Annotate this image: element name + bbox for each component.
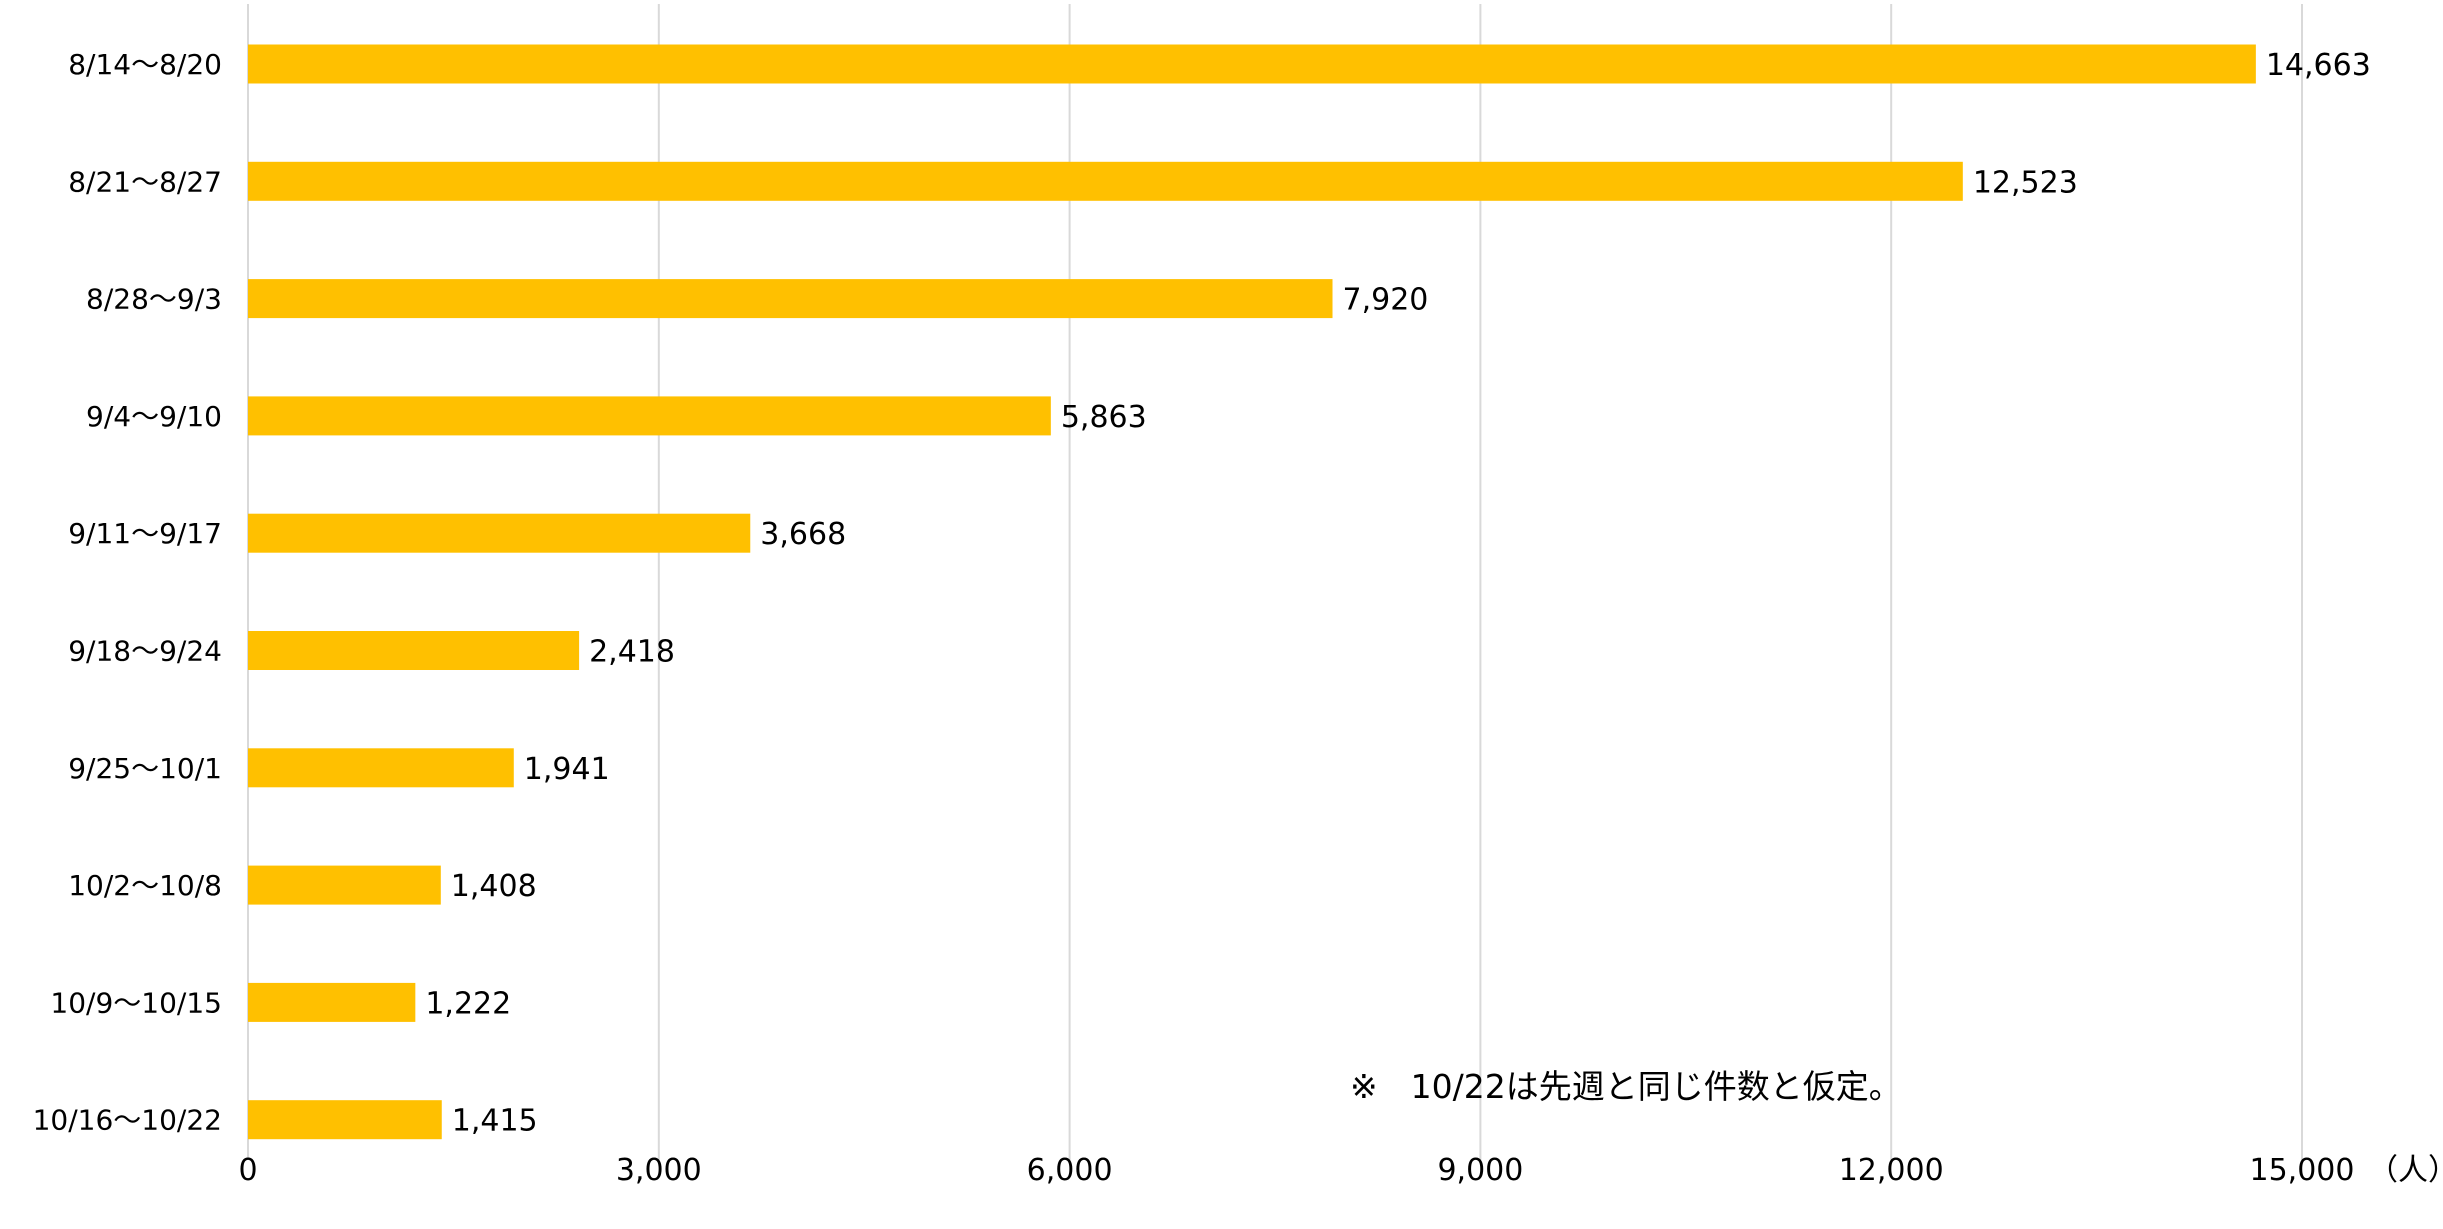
category-label: 8/21〜8/27	[68, 165, 222, 198]
bar	[248, 279, 1333, 319]
bar	[248, 865, 441, 905]
data-label: 3,668	[760, 517, 846, 552]
x-tick-label: 12,000	[1839, 1153, 1944, 1188]
bar	[248, 513, 751, 553]
category-label: 9/25〜10/1	[68, 752, 222, 785]
category-label: 9/18〜9/24	[68, 635, 222, 668]
category-labels: 8/14〜8/20 8/21〜8/27 8/28〜9/3 9/4〜9/10 9/11〜9…	[33, 48, 222, 1137]
category-label: 10/9〜10/15	[50, 986, 222, 1019]
bar	[248, 161, 1963, 201]
data-label: 5,863	[1061, 400, 1147, 435]
category-label: 10/2〜10/8	[68, 869, 222, 902]
data-label: 1,415	[452, 1104, 538, 1139]
x-tick-label: 0	[238, 1153, 257, 1188]
data-label: 1,408	[451, 869, 537, 904]
x-tick-label: 3,000	[616, 1153, 702, 1188]
bars	[248, 44, 2256, 1140]
annotation-note: ※ 10/22は先週と同じ件数と仮定。	[1350, 1067, 1902, 1106]
x-tick-label: 6,000	[1027, 1153, 1113, 1188]
category-label: 9/4〜9/10	[86, 400, 222, 433]
bar	[248, 396, 1051, 436]
data-label: 1,222	[425, 986, 511, 1021]
data-label: 12,523	[1973, 165, 2078, 200]
category-label: 8/14〜8/20	[68, 48, 222, 81]
bar	[248, 631, 580, 670]
bar	[248, 748, 514, 788]
bar	[248, 982, 416, 1022]
data-label: 14,663	[2266, 48, 2371, 83]
category-label: 10/16〜10/22	[33, 1104, 222, 1137]
category-label: 8/28〜9/3	[86, 283, 222, 316]
x-tick-label: 9,000	[1437, 1153, 1523, 1188]
x-axis-unit-label: （人）	[2368, 1153, 2443, 1188]
data-label: 2,418	[589, 635, 675, 670]
data-label: 1,941	[524, 752, 610, 787]
data-labels: 14,663 12,523 7,920 5,863 3,668 2,418 1,941 1,4…	[425, 48, 2371, 1139]
x-axis-tick-labels: 0 3,000 6,000 9,000 12,000 15,000	[238, 1153, 2354, 1188]
bar	[248, 44, 2256, 84]
data-label: 7,920	[1343, 283, 1429, 318]
bar	[248, 1100, 442, 1140]
category-label: 9/11〜9/17	[68, 517, 222, 550]
x-tick-label: 15,000	[2250, 1153, 2355, 1188]
